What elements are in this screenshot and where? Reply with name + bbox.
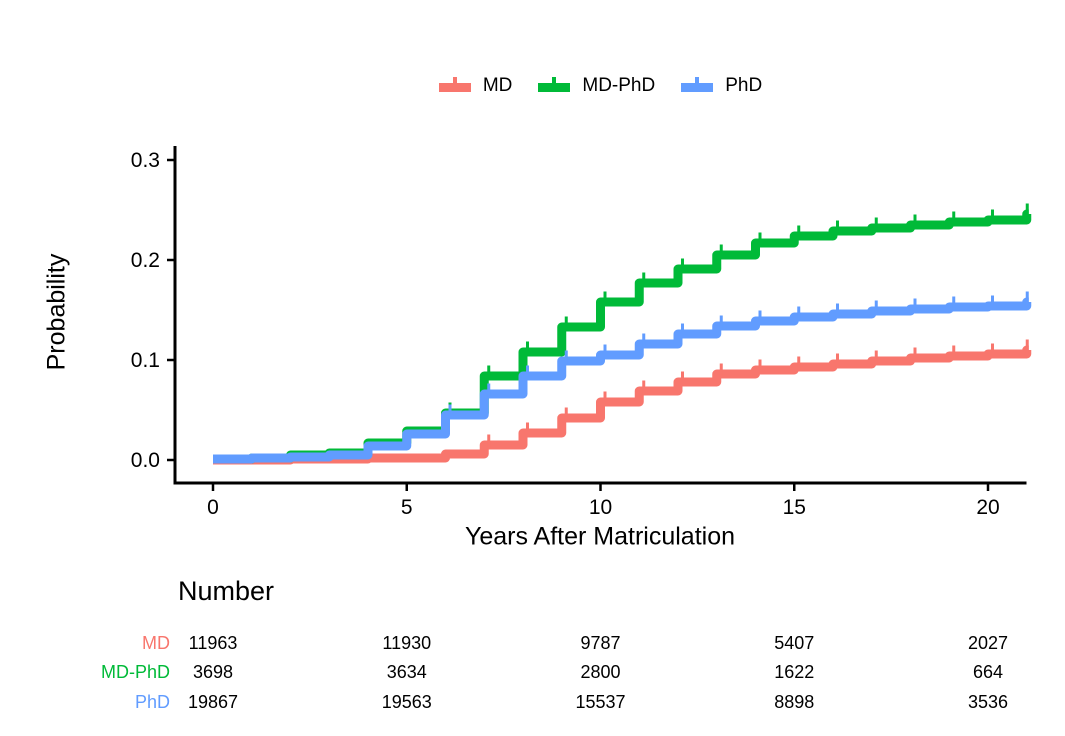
x-tick-label: 10: [589, 496, 612, 519]
y-tick-label: 0.2: [131, 249, 160, 272]
risk-count: 19867: [187, 692, 239, 712]
legend-key-censor-tick: [552, 77, 557, 85]
legend-label: MD: [482, 74, 513, 96]
risk-row-label: PhD: [134, 692, 170, 712]
y-tick-label: 0.0: [131, 449, 160, 472]
legend-key-icon: [681, 77, 714, 93]
risk-count: 11930: [382, 633, 432, 653]
legend-key-bar: [681, 83, 714, 92]
risk-count: 2027: [967, 633, 1009, 653]
x-tick-label: 5: [401, 496, 413, 519]
legend-key-bar: [538, 83, 571, 92]
risk-table-title: Number: [178, 576, 275, 606]
risk-count: 8898: [774, 692, 815, 712]
risk-count: 1622: [774, 662, 815, 682]
y-axis-title: Probability: [42, 253, 71, 371]
x-tick-label: 15: [783, 496, 806, 519]
legend-label: MD-PhD: [582, 74, 656, 96]
legend-item-phd: PhD: [681, 76, 762, 95]
legend-key-censor-tick: [452, 77, 457, 85]
x-tick-label: 0: [207, 496, 219, 519]
y-tick-label: 0.1: [131, 349, 160, 372]
y-tick-label: 0.3: [131, 149, 160, 172]
risk-count: 2800: [580, 662, 621, 682]
legend-key-censor-tick: [695, 77, 700, 85]
risk-count: 3698: [192, 662, 234, 682]
legend-item-md-phd: MD-PhD: [538, 76, 655, 95]
risk-count: 3536: [967, 692, 1009, 712]
risk-count: 19563: [381, 692, 432, 712]
risk-row-label: MD-PhD: [100, 662, 170, 682]
x-tick-label: 20: [976, 496, 999, 519]
risk-count: 11963: [188, 633, 238, 653]
x-axis-title: Years After Matriculation: [464, 522, 736, 551]
legend-key-icon: [438, 77, 471, 93]
curve-md: [213, 345, 1032, 465]
curve-md-phd: [213, 209, 1032, 464]
curve-phd: [213, 297, 1032, 464]
chart-legend: MD MD-PhD PhD: [175, 70, 1026, 100]
risk-table-row-md: MD 11963 11930 9787 5407 2027: [0, 631, 1065, 655]
risk-count: 9787: [580, 633, 621, 653]
risk-count: 3634: [386, 662, 427, 682]
risk-count: 664: [972, 662, 1004, 682]
risk-table-row-phd: PhD 19867 19563 15537 8898 3536: [0, 690, 1065, 714]
risk-row-label: MD: [142, 633, 170, 653]
legend-key-icon: [538, 77, 571, 93]
risk-count: 5407: [774, 633, 815, 653]
risk-table-row-md-phd: MD-PhD 3698 3634 2800 1622 664: [0, 660, 1065, 684]
legend-key-bar: [438, 83, 471, 92]
legend-item-md: MD: [438, 74, 513, 96]
legend-label: PhD: [725, 74, 763, 96]
risk-count: 15537: [575, 692, 626, 712]
